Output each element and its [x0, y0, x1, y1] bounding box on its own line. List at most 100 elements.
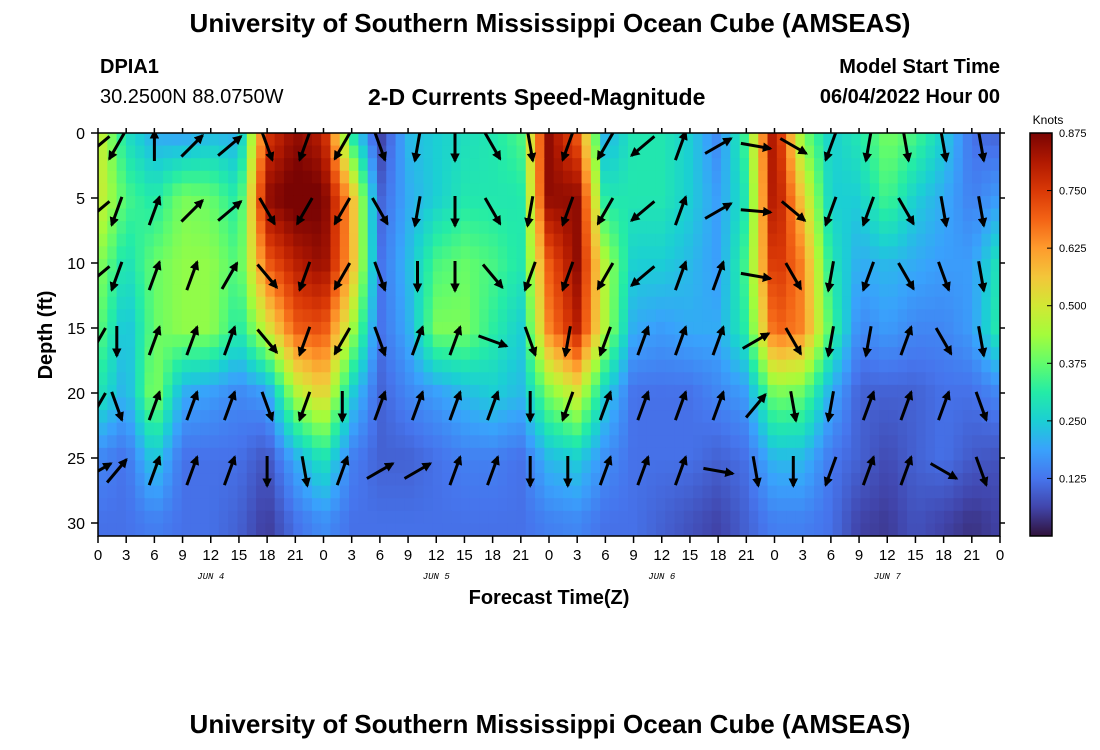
heatmap-cell	[423, 221, 434, 235]
heatmap-cell	[135, 422, 146, 436]
heatmap-cell	[358, 347, 369, 361]
heatmap-cell	[274, 170, 285, 184]
heatmap-cell	[98, 296, 108, 310]
heatmap-cell	[953, 221, 964, 235]
heatmap-cell	[330, 133, 341, 147]
heatmap-cell	[981, 221, 992, 235]
heatmap-cell	[739, 183, 750, 197]
heatmap-cell	[860, 258, 871, 273]
heatmap-cell	[228, 183, 239, 197]
heatmap-cell	[432, 183, 443, 197]
heatmap-cell	[535, 195, 545, 210]
heatmap-cell	[711, 510, 722, 524]
heatmap-cell	[572, 321, 583, 336]
heatmap-cell	[804, 195, 815, 210]
heatmap-cell	[376, 170, 387, 184]
heatmap-cell	[432, 510, 443, 524]
heatmap-cell	[721, 271, 731, 285]
heatmap-cell	[693, 258, 704, 273]
heatmap-cell	[330, 384, 341, 399]
heatmap-cell	[739, 145, 750, 159]
heatmap-cell	[423, 523, 434, 536]
heatmap-cell	[981, 422, 992, 436]
heatmap-cell	[581, 384, 592, 399]
heatmap-cell	[962, 158, 973, 172]
heatmap-cell	[609, 170, 620, 184]
heatmap-cell	[879, 372, 890, 386]
heatmap-cell	[646, 460, 657, 474]
heatmap-cell	[107, 233, 118, 247]
heatmap-cell	[879, 447, 890, 462]
heatmap-cell	[944, 309, 955, 323]
heatmap-cell	[414, 473, 425, 487]
heatmap-cell	[311, 183, 322, 197]
heatmap-cell	[869, 372, 880, 386]
heatmap-cell	[311, 523, 322, 536]
heatmap-cell	[497, 246, 508, 260]
heatmap-cell	[655, 221, 666, 235]
heatmap-cell	[609, 498, 620, 512]
heatmap-cell	[823, 195, 834, 210]
heatmap-cell	[730, 334, 741, 348]
x-tick-label: 21	[738, 547, 755, 564]
heatmap-cell	[293, 498, 304, 512]
heatmap-cell	[367, 284, 378, 298]
heatmap-cell	[674, 221, 685, 235]
heatmap-cell	[888, 485, 899, 499]
heatmap-cell	[628, 221, 638, 235]
heatmap-cell	[981, 321, 992, 336]
heatmap-cell	[153, 233, 164, 247]
heatmap-cell	[907, 498, 917, 512]
heatmap-cell	[655, 183, 666, 197]
heatmap-cell	[414, 435, 425, 449]
heatmap-cell	[795, 523, 806, 536]
heatmap-cell	[181, 284, 192, 298]
heatmap-cell	[190, 221, 201, 235]
heatmap-cell	[609, 397, 620, 411]
heatmap-cell	[256, 221, 266, 235]
heatmap-cell	[358, 284, 369, 298]
heatmap-cell	[628, 158, 638, 172]
heatmap-cell	[218, 523, 229, 536]
heatmap-cell	[376, 133, 387, 147]
heatmap-cell	[609, 347, 620, 361]
heatmap-cell	[990, 309, 1000, 323]
heatmap-cell	[293, 485, 304, 499]
heatmap-cell	[237, 145, 248, 159]
heatmap-cell	[888, 309, 899, 323]
heatmap-cell	[200, 422, 211, 436]
heatmap-cell	[265, 221, 276, 235]
heatmap-cell	[144, 183, 155, 197]
heatmap-cell	[934, 473, 945, 487]
heatmap-cell	[265, 233, 276, 247]
heatmap-cell	[163, 271, 173, 285]
heatmap-cell	[637, 208, 648, 222]
heatmap-cell	[869, 321, 880, 336]
heatmap-cell	[218, 321, 229, 336]
heatmap-cell	[414, 233, 425, 247]
heatmap-cell	[776, 422, 787, 436]
heatmap-cell	[479, 410, 490, 424]
heatmap-cell	[116, 510, 127, 524]
heatmap-cell	[841, 410, 852, 424]
heatmap-cell	[423, 195, 434, 210]
heatmap-cell	[256, 258, 266, 273]
heatmap-cell	[367, 523, 378, 536]
heatmap-cell	[265, 334, 276, 348]
heatmap-cell	[525, 170, 536, 184]
current-vector-arrow	[297, 326, 312, 357]
heatmap-cell	[423, 435, 434, 449]
heatmap-cell	[386, 435, 397, 449]
heatmap-cell	[646, 296, 657, 310]
heatmap-cell	[953, 397, 964, 411]
heatmap-cell	[655, 284, 666, 298]
heatmap-cell	[562, 246, 573, 260]
heatmap-cell	[423, 271, 434, 285]
heatmap-cell	[302, 447, 313, 462]
heatmap-cell	[814, 347, 824, 361]
heatmap-cell	[879, 258, 890, 273]
heatmap-cell	[665, 246, 676, 260]
heatmap-cell	[404, 347, 415, 361]
heatmap-cell	[218, 195, 229, 210]
heatmap-cell	[497, 510, 508, 524]
